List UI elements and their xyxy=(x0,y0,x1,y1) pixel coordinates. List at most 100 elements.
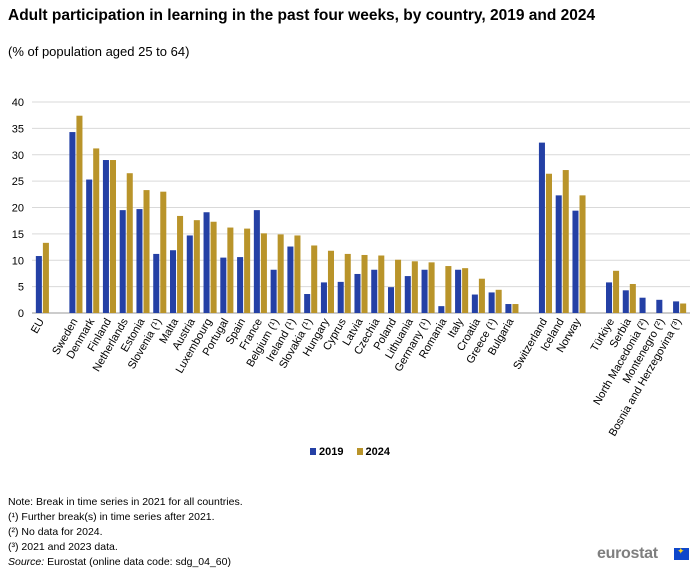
bar-2024 xyxy=(109,160,116,313)
bar-2024 xyxy=(42,242,49,313)
legend-swatch-2019 xyxy=(309,448,316,455)
bar-2024 xyxy=(361,254,368,313)
bar-2024 xyxy=(378,255,385,313)
bar-2019 xyxy=(404,276,411,313)
bar-2019 xyxy=(656,299,663,313)
bar-2024 xyxy=(160,191,167,313)
chart-subtitle: (% of population aged 25 to 64) xyxy=(8,44,190,59)
bar-2024 xyxy=(177,215,184,313)
bar-2024 xyxy=(76,115,83,313)
bar-2024 xyxy=(462,268,469,313)
legend-item-2024[interactable]: 2024 xyxy=(356,446,391,458)
y-tick-label: 25 xyxy=(12,176,24,188)
eurostat-logo[interactable]: eurostat xyxy=(597,545,692,564)
bar-2024 xyxy=(143,190,150,313)
y-tick-label: 20 xyxy=(12,203,24,215)
legend-label-2019: 2019 xyxy=(318,446,344,458)
legend-swatch-2024 xyxy=(356,448,363,455)
note-line: (³) 2021 and 2023 data. xyxy=(8,541,118,553)
y-tick-label: 0 xyxy=(18,308,24,320)
bar-2024 xyxy=(210,221,217,313)
bar-2019 xyxy=(673,301,680,313)
legend-label-2024: 2024 xyxy=(365,446,391,458)
bar-2019 xyxy=(388,287,395,313)
bar-2019 xyxy=(253,210,260,313)
bar-2019 xyxy=(371,269,378,313)
bar-2019 xyxy=(186,235,193,313)
bar-2024 xyxy=(227,227,234,313)
bar-2024 xyxy=(193,220,200,313)
bar-2024 xyxy=(395,259,402,313)
bar-2019 xyxy=(102,160,109,313)
bar-2019 xyxy=(471,294,478,313)
bar-2019 xyxy=(136,209,143,313)
bar-2024 xyxy=(629,283,636,313)
y-tick-label: 35 xyxy=(12,123,24,135)
bar-2019 xyxy=(170,250,177,313)
bar-2024 xyxy=(93,148,100,313)
bar-2024 xyxy=(428,262,435,313)
y-tick-label: 40 xyxy=(12,97,24,109)
bar-2019 xyxy=(270,269,277,313)
source-line: Source: Eurostat (online data code: sdg_… xyxy=(8,555,243,570)
bar-2024 xyxy=(478,278,485,313)
bar-2024 xyxy=(411,261,418,313)
bar-2024 xyxy=(244,228,251,313)
bar-2024 xyxy=(512,304,519,313)
bar-2019 xyxy=(555,195,562,313)
bar-2024 xyxy=(277,234,284,313)
y-tick-label: 10 xyxy=(12,255,24,267)
eu-flag-icon xyxy=(674,546,689,560)
bar-2019 xyxy=(69,132,76,313)
bar-2019 xyxy=(538,142,545,313)
bar-2019 xyxy=(421,269,428,313)
bar-2024 xyxy=(294,235,301,313)
bar-2024 xyxy=(344,253,351,313)
bar-2019 xyxy=(203,212,210,313)
bar-2019 xyxy=(337,281,344,313)
bar-2019 xyxy=(488,292,495,313)
bar-2024 xyxy=(545,173,552,313)
bar-2019 xyxy=(220,257,227,313)
footnotes: Note: Break in time series in 2021 for a… xyxy=(8,495,243,570)
source-label: Source: xyxy=(8,556,45,568)
bar-2019 xyxy=(639,297,646,313)
bar-2024 xyxy=(579,195,586,313)
bar-2024 xyxy=(260,233,267,313)
bar-2019 xyxy=(320,282,327,313)
bar-2024 xyxy=(562,170,569,313)
bar-2019 xyxy=(153,253,160,313)
legend-item-2019[interactable]: 2019 xyxy=(309,446,344,458)
logo-text: eurostat xyxy=(597,545,658,562)
bar-2024 xyxy=(613,270,620,313)
bar-2019 xyxy=(86,179,93,313)
bar-2019 xyxy=(35,256,42,313)
bar-2019 xyxy=(622,290,629,313)
bar-2024 xyxy=(445,266,452,313)
bar-2019 xyxy=(455,269,462,313)
chart-title: Adult participation in learning in the p… xyxy=(8,7,596,24)
source-text: Eurostat (online data code: sdg_04_60) xyxy=(44,556,231,568)
y-tick-label: 15 xyxy=(12,229,24,241)
bar-2019 xyxy=(505,304,512,313)
note-line: (¹) Further break(s) in time series afte… xyxy=(8,511,215,523)
bar-2019 xyxy=(304,294,311,313)
note-line: (²) No data for 2024. xyxy=(8,526,103,538)
bar-2019 xyxy=(438,306,445,313)
bar-2024 xyxy=(680,303,687,313)
bar-2019 xyxy=(237,257,244,313)
y-tick-label: 30 xyxy=(12,150,24,162)
bar-2024 xyxy=(126,173,133,313)
bar-2024 xyxy=(311,245,318,313)
bar-2024 xyxy=(327,250,334,313)
x-tick-label: EU xyxy=(29,316,47,335)
bar-2019 xyxy=(354,273,361,313)
note-line: Note: Break in time series in 2021 for a… xyxy=(8,496,243,508)
bar-2019 xyxy=(606,282,613,313)
bar-2019 xyxy=(287,246,294,313)
bar-2019 xyxy=(572,210,579,313)
bar-2024 xyxy=(495,289,502,313)
y-tick-label: 5 xyxy=(18,282,24,294)
legend: 2019 2024 xyxy=(0,446,700,458)
